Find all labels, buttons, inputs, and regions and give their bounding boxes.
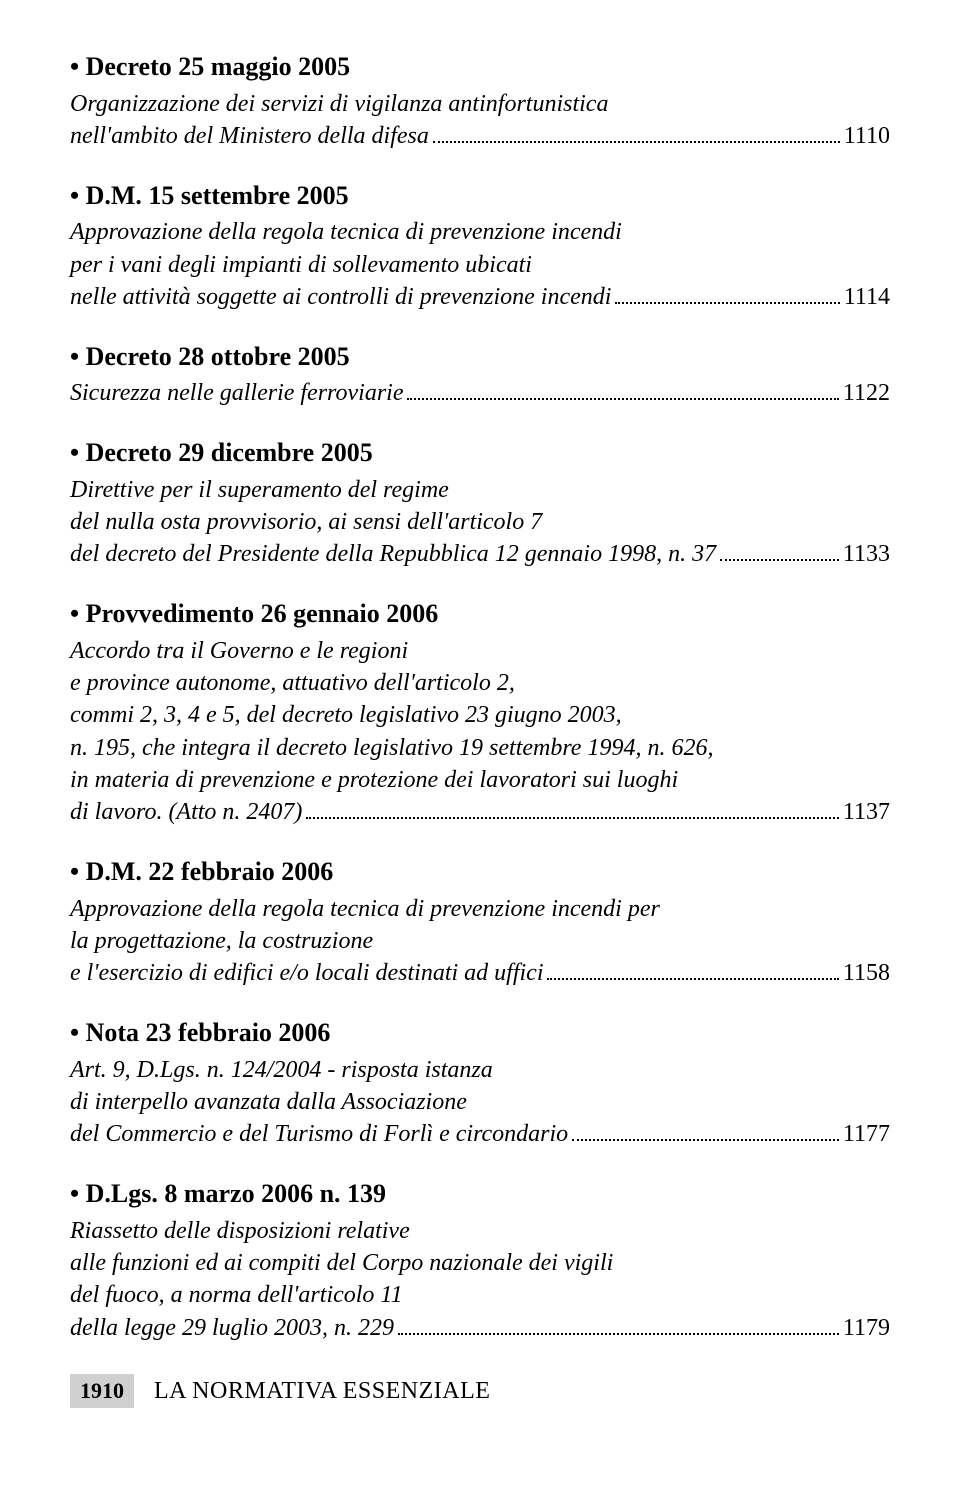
page-footer: 1910 LA NORMATIVA ESSENZIALE [70, 1374, 890, 1438]
dot-leader [306, 798, 838, 820]
entry-desc-line: di interpello avanzata dalla Associazion… [70, 1086, 890, 1118]
entry-desc-line: e province autonome, attuativo dell'arti… [70, 667, 890, 699]
entry-desc-line: del nulla osta provvisorio, ai sensi del… [70, 506, 890, 538]
entry-title: • Decreto 28 ottobre 2005 [70, 340, 890, 374]
entry-last-text: del Commercio e del Turismo di Forlì e c… [70, 1118, 568, 1150]
entry-last-line: del decreto del Presidente della Repubbl… [70, 538, 890, 570]
entry-page-number: 1122 [843, 377, 890, 409]
toc-entry: • D.M. 22 febbraio 2006 Approvazione dell… [70, 855, 890, 990]
footer-label: LA NORMATIVA ESSENZIALE [154, 1378, 490, 1405]
entry-desc-line: Direttive per il superamento del regime [70, 474, 890, 506]
entry-page-number: 1177 [843, 1118, 890, 1150]
entry-last-text: del decreto del Presidente della Repubbl… [70, 538, 716, 570]
entry-last-line: di lavoro. (Atto n. 2407) 1137 [70, 796, 890, 828]
toc-entry: • Provvedimento 26 gennaio 2006 Accordo t… [70, 597, 890, 829]
dot-leader [407, 379, 838, 401]
entry-last-line: e l'esercizio di edifici e/o locali dest… [70, 957, 890, 989]
entry-title: • Decreto 29 dicembre 2005 [70, 436, 890, 470]
entry-description: Approvazione della regola tecnica di pre… [70, 893, 890, 990]
entry-desc-line: Art. 9, D.Lgs. n. 124/2004 - risposta is… [70, 1054, 890, 1086]
entry-last-text: nell'ambito del Ministero della difesa [70, 120, 429, 152]
entry-last-text: nelle attività soggette ai controlli di … [70, 281, 611, 313]
entry-description: Accordo tra il Governo e le regionie pro… [70, 635, 890, 829]
entry-page-number: 1110 [844, 120, 890, 152]
entry-description: Organizzazione dei servizi di vigilanza … [70, 88, 890, 153]
entry-last-line: nell'ambito del Ministero della difesa 11… [70, 120, 890, 152]
toc-entry: • Decreto 29 dicembre 2005 Direttive per … [70, 436, 890, 571]
footer-page-number: 1910 [70, 1374, 134, 1408]
dot-leader [398, 1313, 839, 1335]
entry-description: Direttive per il superamento del regimed… [70, 474, 890, 571]
entry-desc-line: la progettazione, la costruzione [70, 925, 890, 957]
entry-title: • D.M. 15 settembre 2005 [70, 179, 890, 213]
entry-page-number: 1137 [843, 796, 890, 828]
entry-last-line: della legge 29 luglio 2003, n. 229 1179 [70, 1312, 890, 1344]
dot-leader [433, 122, 840, 144]
dot-leader [572, 1120, 839, 1142]
entry-title: • Decreto 25 maggio 2005 [70, 50, 890, 84]
entry-title: • Provvedimento 26 gennaio 2006 [70, 597, 890, 631]
entry-last-line: del Commercio e del Turismo di Forlì e c… [70, 1118, 890, 1150]
entry-last-text: di lavoro. (Atto n. 2407) [70, 796, 302, 828]
entry-page-number: 1158 [843, 957, 890, 989]
toc-entry: • D.Lgs. 8 marzo 2006 n. 139 Riassetto de… [70, 1177, 890, 1344]
entry-page-number: 1133 [843, 538, 890, 570]
entry-desc-line: commi 2, 3, 4 e 5, del decreto legislati… [70, 699, 890, 731]
entry-description: Riassetto delle disposizioni relativeall… [70, 1215, 890, 1345]
dot-leader [547, 959, 838, 981]
entry-description: Art. 9, D.Lgs. n. 124/2004 - risposta is… [70, 1054, 890, 1151]
entry-last-line: nelle attività soggette ai controlli di … [70, 281, 890, 313]
entry-last-text: e l'esercizio di edifici e/o locali dest… [70, 957, 543, 989]
entry-desc-line: Accordo tra il Governo e le regioni [70, 635, 890, 667]
entry-desc-line: in materia di prevenzione e protezione d… [70, 764, 890, 796]
entry-desc-line: Approvazione della regola tecnica di pre… [70, 216, 890, 248]
entry-desc-line: alle funzioni ed ai compiti del Corpo na… [70, 1247, 890, 1279]
entry-page-number: 1114 [844, 281, 890, 313]
entry-desc-line: per i vani degli impianti di sollevament… [70, 249, 890, 281]
dot-leader [720, 540, 839, 562]
entry-description: Sicurezza nelle gallerie ferroviarie 1122 [70, 377, 890, 409]
entry-last-text: Sicurezza nelle gallerie ferroviarie [70, 377, 403, 409]
dot-leader [615, 283, 839, 305]
entry-desc-line: Riassetto delle disposizioni relative [70, 1215, 890, 1247]
entry-page-number: 1179 [843, 1312, 890, 1344]
entry-desc-line: del fuoco, a norma dell'articolo 11 [70, 1279, 890, 1311]
table-of-contents: • Decreto 25 maggio 2005 Organizzazione d… [70, 50, 890, 1344]
entry-desc-line: n. 195, che integra il decreto legislati… [70, 732, 890, 764]
entry-title: • Nota 23 febbraio 2006 [70, 1016, 890, 1050]
entry-last-line: Sicurezza nelle gallerie ferroviarie 1122 [70, 377, 890, 409]
entry-desc-line: Organizzazione dei servizi di vigilanza … [70, 88, 890, 120]
entry-description: Approvazione della regola tecnica di pre… [70, 216, 890, 313]
toc-entry: • Decreto 28 ottobre 2005Sicurezza nelle… [70, 340, 890, 410]
entry-desc-line: Approvazione della regola tecnica di pre… [70, 893, 890, 925]
entry-last-text: della legge 29 luglio 2003, n. 229 [70, 1312, 394, 1344]
toc-entry: • Decreto 25 maggio 2005 Organizzazione d… [70, 50, 890, 153]
toc-entry: • D.M. 15 settembre 2005Approvazione del… [70, 179, 890, 314]
entry-title: • D.M. 22 febbraio 2006 [70, 855, 890, 889]
entry-title: • D.Lgs. 8 marzo 2006 n. 139 [70, 1177, 890, 1211]
toc-entry: • Nota 23 febbraio 2006 Art. 9, D.Lgs. n.… [70, 1016, 890, 1151]
